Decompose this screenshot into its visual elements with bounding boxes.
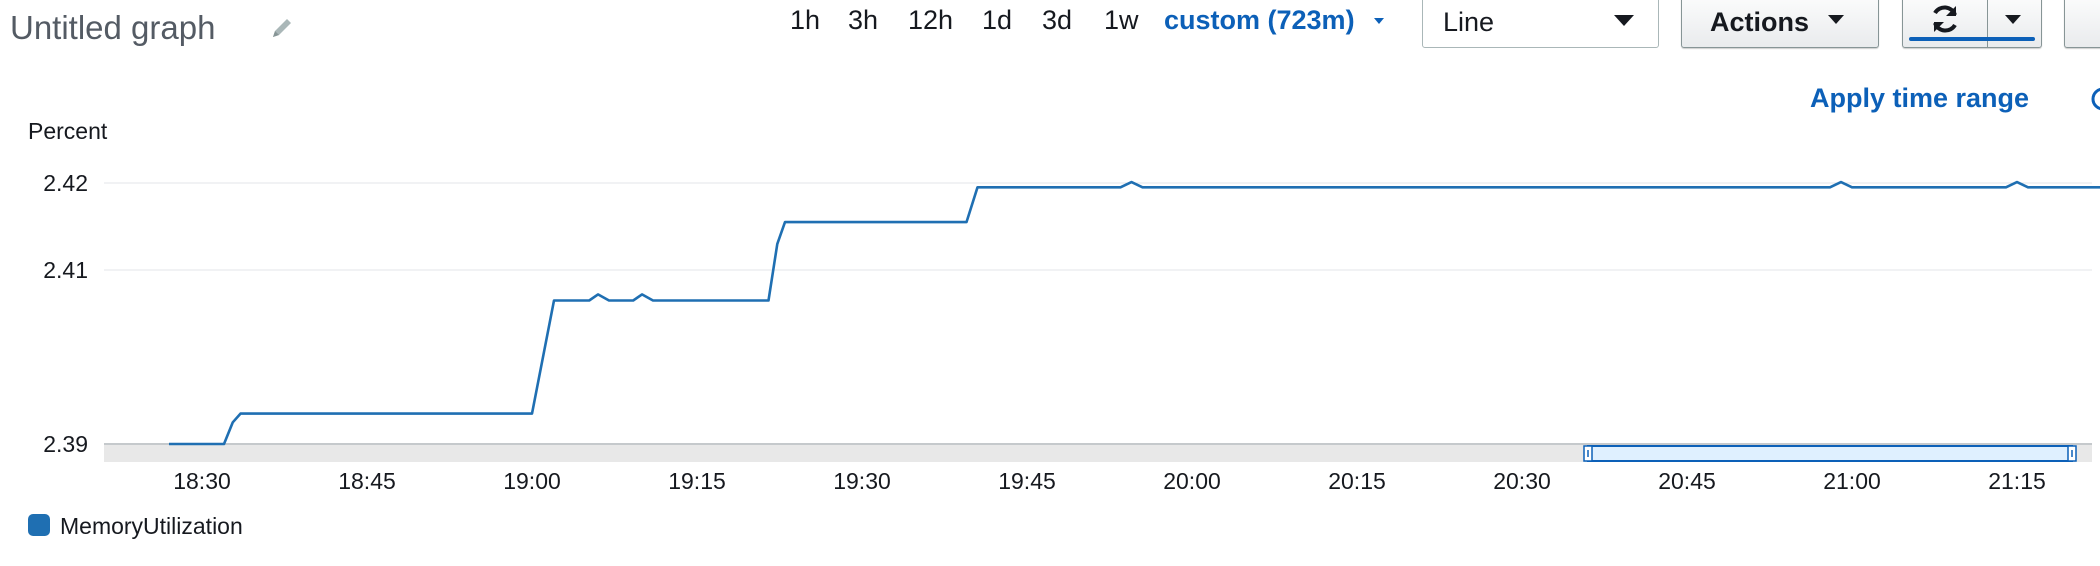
range-1h[interactable]: 1h [790, 5, 821, 35]
y-tick-label: 2.42 [43, 170, 88, 196]
time-range-selection[interactable] [1587, 445, 2073, 462]
graph-title: Untitled graph [10, 9, 216, 46]
chevron-down-icon[interactable] [2005, 15, 2021, 25]
refresh-icon[interactable] [1927, 1, 1963, 37]
x-tick-label: 19:00 [503, 468, 561, 494]
info-icon[interactable] [2090, 86, 2100, 112]
range-3d[interactable]: 3d [1042, 5, 1073, 35]
x-tick-label: 21:15 [1988, 468, 2046, 494]
chevron-down-icon[interactable] [1372, 14, 1386, 28]
range-12h[interactable]: 12h [908, 5, 954, 35]
x-tick-label: 20:45 [1658, 468, 1716, 494]
y-axis-label: Percent [28, 118, 108, 144]
apply-time-range-link[interactable]: Apply time range [1810, 83, 2030, 113]
more-button[interactable] [2064, 0, 2100, 48]
chart-type-select[interactable]: Line [1422, 0, 1659, 48]
range-custom[interactable]: custom (723m) [1164, 5, 1355, 35]
range-1d[interactable]: 1d [982, 5, 1013, 35]
range-3h[interactable]: 3h [848, 5, 879, 35]
x-tick-label: 19:45 [998, 468, 1056, 494]
actions-label: Actions [1710, 7, 1810, 37]
x-tick-label: 19:30 [833, 468, 891, 494]
refresh-active-indicator [1909, 37, 2035, 41]
x-tick-label: 20:15 [1328, 468, 1386, 494]
chart-type-value: Line [1443, 7, 1495, 37]
actions-button[interactable]: Actions [1681, 0, 1879, 48]
refresh-button-group[interactable] [1902, 0, 2042, 48]
chevron-down-icon [1614, 15, 1634, 26]
x-tick-label: 19:15 [668, 468, 726, 494]
legend-label-memoryutilization[interactable]: MemoryUtilization [60, 513, 243, 539]
x-tick-label: 18:45 [338, 468, 396, 494]
x-tick-label: 20:00 [1163, 468, 1221, 494]
x-tick-label: 21:00 [1823, 468, 1881, 494]
x-tick-label: 20:30 [1493, 468, 1551, 494]
pencil-icon[interactable] [268, 14, 296, 42]
range-1w[interactable]: 1w [1104, 5, 1139, 35]
series-line-memoryutilization[interactable] [169, 180, 2100, 446]
y-tick-label: 2.39 [43, 431, 88, 457]
legend-swatch-memoryutilization [28, 514, 50, 536]
x-tick-label: 18:30 [173, 468, 231, 494]
chevron-down-icon [1828, 15, 1844, 24]
refresh-divider [1987, 0, 1988, 47]
y-tick-label: 2.41 [43, 257, 88, 283]
